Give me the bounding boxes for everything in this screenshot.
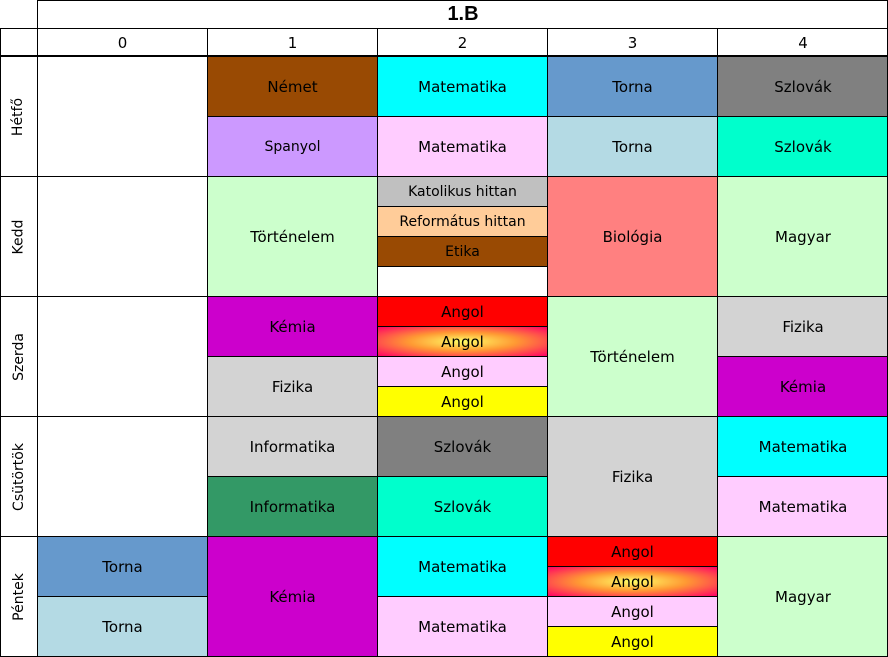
lesson-tue-p3-biologia: Biológia [548,177,717,296]
lesson-wed-p4-kemia: Kémia [718,357,888,416]
grid-line [208,476,547,477]
lesson-mon-p1-nemet: Német [208,57,377,116]
day-label-monday: Hétfő [10,97,27,136]
lesson-fri-p0-torna-b: Torna [38,597,207,656]
grid-line [378,206,547,207]
lesson-thu-p2-szlovak-a: Szlovák [378,417,547,476]
lesson-thu-p2-szlovak-b: Szlovák [378,477,547,536]
lesson-wed-p1-kemia: Kémia [208,297,377,356]
lesson-mon-p4-szlovak-a: Szlovák [718,57,888,116]
day-label-friday: Péntek [10,572,27,621]
grid-line [717,28,718,657]
lesson-fri-p3-angol-d: Angol [548,627,717,656]
grid-line [0,536,888,537]
grid-line [0,416,888,417]
lesson-tue-p2-reformatus-hittan: Református hittan [378,207,547,236]
grid-line [377,28,378,657]
lesson-thu-p4-matematika-a: Matematika [718,417,888,476]
lesson-wed-p1-fizika: Fizika [208,357,377,416]
lesson-fri-p2-matematika-b: Matematika [378,597,547,656]
lesson-thu-p3-fizika: Fizika [548,417,717,536]
grid-line [0,28,1,657]
lesson-tue-p4-magyar: Magyar [718,177,888,296]
grid-line [0,28,888,29]
lesson-thu-p1-informatika-a: Informatika [208,417,377,476]
grid-line [38,596,207,597]
grid-line [0,176,888,177]
lesson-wed-p2-angol-d: Angol [378,387,547,416]
lesson-mon-p3-torna-a: Torna [548,57,717,116]
period-header-0: 0 [117,33,128,52]
grid-line [0,55,888,57]
grid-line [548,566,717,567]
lesson-wed-p2-angol-b: Angol [378,327,547,356]
grid-line [378,326,547,327]
class-title: 1.B [447,2,479,25]
lesson-fri-p3-angol-c: Angol [548,597,717,626]
grid-line [548,626,717,627]
grid-line [37,0,38,657]
lesson-fri-p0-torna-a: Torna [38,537,207,596]
grid-line [0,296,888,297]
lesson-mon-p4-szlovak-b: Szlovák [718,117,888,176]
day-label-thursday: Csütörtök [10,442,27,511]
grid-line [378,386,547,387]
lesson-thu-p4-matematika-b: Matematika [718,477,888,536]
lesson-mon-p2-matematika-b: Matematika [378,117,547,176]
lesson-wed-p4-fizika: Fizika [718,297,888,356]
period-header-2: 2 [457,33,468,52]
lesson-fri-p2-matematika-a: Matematika [378,537,547,596]
lesson-mon-p1-spanyol: Spanyol [208,117,377,176]
period-header-3: 3 [627,33,638,52]
grid-line [378,356,547,357]
grid-line [547,28,548,657]
grid-line [378,266,547,267]
day-label-tuesday: Kedd [10,219,27,254]
grid-line [718,476,888,477]
lesson-fri-p3-angol-a: Angol [548,537,717,566]
lesson-thu-p1-informatika-b: Informatika [208,477,377,536]
lesson-mon-p3-torna-b: Torna [548,117,717,176]
lesson-wed-p2-angol-c: Angol [378,357,547,386]
day-label-wednesday: Szerda [10,332,27,381]
grid-line [208,116,888,117]
lesson-wed-p3-tortenelem: Történelem [548,297,717,416]
lesson-tue-p2-katolikus-hittan: Katolikus hittan [378,177,547,206]
period-header-4: 4 [798,33,808,52]
grid-line [548,596,717,597]
grid-line [378,236,547,237]
lesson-mon-p2-matematika-a: Matematika [378,57,547,116]
period-header-1: 1 [287,33,298,52]
lesson-wed-p2-angol-a: Angol [378,297,547,326]
lesson-tue-p2-etika: Etika [378,237,547,266]
grid-line [378,596,547,597]
grid-line [718,356,888,357]
lesson-fri-p1-kemia: Kémia [208,537,377,656]
grid-line [207,28,208,657]
grid-line [37,0,888,1]
lesson-fri-p3-angol-b: Angol [548,567,717,596]
lesson-tue-p1-tortenelem: Történelem [208,177,377,296]
lesson-fri-p4-magyar: Magyar [718,537,888,656]
grid-line [208,356,377,357]
